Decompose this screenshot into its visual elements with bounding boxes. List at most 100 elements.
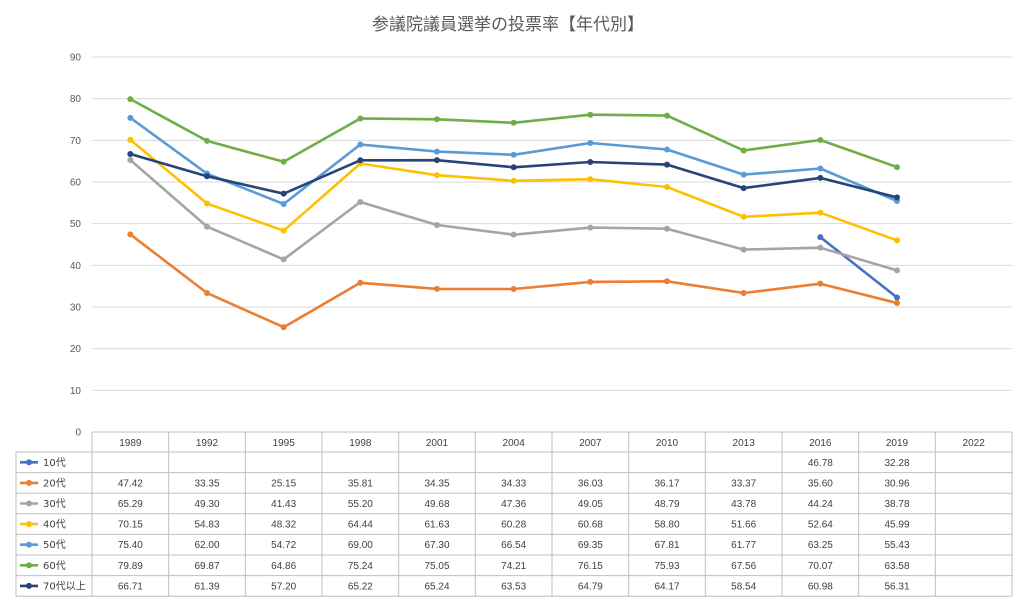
data-table: 1989 1992 1995 1998 2001 2004 2007 2010 2013 2016… bbox=[15, 431, 1013, 597]
x-tick-label: 1992 bbox=[196, 438, 219, 449]
data-point bbox=[740, 213, 747, 220]
data-point bbox=[894, 194, 900, 201]
data-point bbox=[434, 172, 440, 179]
data-label: 69.00 bbox=[348, 540, 373, 551]
legend-key-marker bbox=[26, 459, 32, 466]
data-label: 65.29 bbox=[118, 499, 143, 510]
data-label: 69.35 bbox=[578, 540, 603, 551]
x-tick-label: 2007 bbox=[579, 438, 602, 449]
data-label: 65.22 bbox=[348, 581, 373, 592]
data-point bbox=[357, 279, 364, 286]
data-point bbox=[587, 224, 594, 231]
data-label: 64.86 bbox=[271, 561, 296, 572]
y-tick-label: 10 bbox=[70, 386, 82, 397]
data-label: 30.96 bbox=[884, 478, 909, 489]
data-point bbox=[664, 225, 670, 232]
data-point bbox=[817, 137, 824, 144]
data-point bbox=[204, 290, 210, 297]
y-tick-label: 60 bbox=[70, 178, 82, 189]
data-label: 34.33 bbox=[501, 478, 526, 489]
data-point bbox=[204, 223, 210, 230]
y-tick-label: 30 bbox=[70, 303, 82, 314]
series-2 bbox=[127, 231, 900, 331]
data-label: 54.72 bbox=[271, 540, 296, 551]
data-label: 67.30 bbox=[424, 540, 449, 551]
legend-key-marker bbox=[26, 479, 32, 486]
series-3 bbox=[127, 156, 900, 274]
data-label: 35.60 bbox=[808, 478, 833, 489]
data-point bbox=[664, 161, 670, 168]
data-label: 64.44 bbox=[348, 520, 373, 531]
data-point bbox=[510, 164, 517, 171]
legend-label: 50代 bbox=[43, 539, 66, 551]
data-point bbox=[127, 231, 134, 238]
data-point bbox=[664, 112, 670, 119]
data-point bbox=[740, 246, 747, 253]
data-point bbox=[894, 164, 900, 171]
data-label: 33.35 bbox=[194, 478, 219, 489]
data-point bbox=[280, 227, 287, 234]
data-point bbox=[434, 116, 440, 123]
data-label: 38.78 bbox=[884, 499, 909, 510]
data-point bbox=[127, 96, 134, 103]
x-tick-label: 2004 bbox=[503, 438, 526, 449]
data-point bbox=[817, 244, 824, 251]
data-label: 46.78 bbox=[808, 458, 833, 469]
data-point bbox=[587, 111, 594, 118]
x-tick-label: 2016 bbox=[809, 438, 832, 449]
data-label: 48.32 bbox=[271, 520, 296, 531]
data-label: 61.77 bbox=[731, 540, 756, 551]
data-label: 58.80 bbox=[654, 520, 679, 531]
data-point bbox=[357, 199, 364, 205]
data-label: 74.21 bbox=[501, 561, 526, 572]
data-label: 62.00 bbox=[194, 540, 219, 551]
data-point bbox=[280, 158, 287, 165]
y-tick-label: 20 bbox=[70, 344, 82, 355]
legend-label: 40代 bbox=[43, 519, 66, 531]
data-label: 60.68 bbox=[578, 520, 603, 531]
data-point bbox=[127, 156, 134, 163]
data-label: 48.79 bbox=[654, 499, 679, 510]
data-label: 47.36 bbox=[501, 499, 526, 510]
data-point bbox=[280, 324, 287, 331]
data-point bbox=[664, 184, 670, 190]
y-tick-label: 90 bbox=[70, 53, 82, 64]
data-label: 47.42 bbox=[118, 478, 143, 489]
data-label: 36.17 bbox=[654, 478, 679, 489]
data-label: 79.89 bbox=[118, 561, 143, 572]
y-axis-ticks: 0 10 20 30 40 50 60 70 80 90 bbox=[70, 53, 82, 439]
data-point bbox=[127, 114, 134, 121]
series-7 bbox=[127, 151, 900, 201]
gridlines bbox=[92, 56, 1012, 433]
x-tick-label: 2019 bbox=[886, 438, 909, 449]
data-label: 25.15 bbox=[271, 478, 296, 489]
data-point bbox=[740, 171, 747, 178]
data-point bbox=[817, 174, 824, 181]
data-label: 36.03 bbox=[578, 478, 603, 489]
data-point bbox=[204, 137, 210, 144]
series-lines bbox=[127, 96, 900, 331]
data-label: 41.43 bbox=[271, 499, 296, 510]
series-6 bbox=[127, 96, 900, 171]
legend-label: 70代以上 bbox=[43, 580, 86, 592]
data-label: 66.71 bbox=[118, 581, 143, 592]
data-label: 52.64 bbox=[808, 520, 833, 531]
data-label: 66.54 bbox=[501, 540, 526, 551]
data-point bbox=[587, 140, 594, 147]
data-point bbox=[587, 176, 594, 183]
data-point bbox=[357, 115, 364, 122]
data-label: 75.24 bbox=[348, 561, 373, 572]
data-point bbox=[357, 141, 364, 148]
data-label: 63.53 bbox=[501, 581, 526, 592]
data-label: 35.81 bbox=[348, 478, 373, 489]
data-point bbox=[894, 294, 900, 301]
series-line bbox=[129, 152, 899, 199]
data-label: 67.56 bbox=[731, 561, 756, 572]
legend-key-marker bbox=[26, 500, 32, 507]
x-tick-label: 1998 bbox=[349, 438, 372, 449]
data-label: 61.63 bbox=[424, 520, 449, 531]
data-point bbox=[510, 177, 517, 184]
data-label: 60.98 bbox=[808, 581, 833, 592]
